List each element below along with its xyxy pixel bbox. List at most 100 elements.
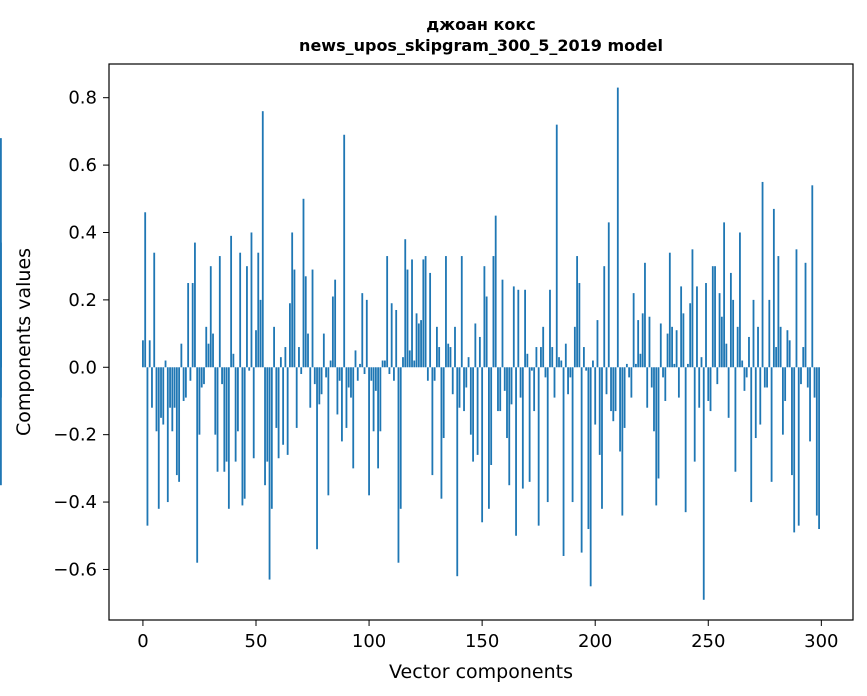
bar-146 <box>472 367 474 462</box>
bar-288 <box>793 367 796 533</box>
bar-193 <box>578 283 581 368</box>
x-axis-ticks: 0 50 100 150 200 250 300 <box>137 620 839 652</box>
bar-257 <box>723 222 726 368</box>
bar-39 <box>230 235 233 368</box>
bar-163 <box>510 367 513 405</box>
bar-237 <box>677 367 680 398</box>
bar-234 <box>671 326 673 368</box>
x-axis-label: Vector components <box>389 661 573 683</box>
bar-219 <box>637 320 640 368</box>
bar-225 <box>650 367 653 388</box>
bar-157 <box>497 367 499 412</box>
bar-41 <box>234 367 237 462</box>
bar-164 <box>512 286 515 368</box>
bar-183 <box>555 124 558 368</box>
bar-96 <box>359 363 361 368</box>
bar-222 <box>644 262 646 368</box>
bar-272 <box>757 326 759 368</box>
bar-5 <box>153 252 156 368</box>
bar-129 <box>433 367 436 381</box>
bar-49 <box>252 367 255 459</box>
bar-223 <box>646 367 649 408</box>
y-tick-label: −0.6 <box>53 559 97 580</box>
bar-113 <box>397 367 400 563</box>
bar-135 <box>447 343 450 368</box>
bar-50 <box>255 330 257 368</box>
y-tick-label: 0.0 <box>68 357 97 378</box>
bar-246 <box>698 367 701 408</box>
bar-285 <box>786 330 789 368</box>
bar-165 <box>515 367 517 536</box>
bar-24 <box>196 367 199 563</box>
bar-172 <box>530 367 533 371</box>
bar-89 <box>343 134 346 368</box>
bar-166 <box>517 289 520 368</box>
bar-203 <box>601 367 603 509</box>
bar-139 <box>456 367 459 577</box>
bar-128 <box>431 367 434 476</box>
bar-149 <box>478 336 481 368</box>
bar-202 <box>598 367 601 455</box>
bar-196 <box>585 367 588 371</box>
bar-52 <box>259 299 262 368</box>
bar-4 <box>151 367 153 408</box>
bar-125 <box>424 256 427 368</box>
bar-29 <box>207 343 210 368</box>
x-tick-label: 150 <box>465 631 499 652</box>
bar-253 <box>714 266 716 368</box>
bar-191 <box>573 326 576 368</box>
bar-102 <box>372 367 375 432</box>
bar-106 <box>381 360 384 368</box>
bar-37 <box>225 367 228 462</box>
bar-70 <box>300 367 303 375</box>
bar-6 <box>155 367 158 432</box>
bar-238 <box>680 286 683 368</box>
bar-34 <box>218 256 221 368</box>
bar-23 <box>194 242 196 368</box>
bar-195 <box>582 347 585 368</box>
y-tick-label: −0.4 <box>53 492 97 513</box>
bar-287 <box>791 367 793 476</box>
bar-211 <box>619 367 621 452</box>
bar-205 <box>605 367 608 395</box>
bar-286 <box>788 340 791 368</box>
y-tick-label: −0.2 <box>53 425 97 446</box>
bar-30 <box>209 266 212 368</box>
x-tick-label: 250 <box>691 631 725 652</box>
bar-9 <box>162 367 165 425</box>
bar-undefined <box>0 138 2 368</box>
bar-226 <box>653 367 655 432</box>
bar-118 <box>408 350 411 368</box>
bar-214 <box>625 363 628 368</box>
bar-8 <box>160 367 162 418</box>
bar-45 <box>243 367 246 499</box>
bar-160 <box>503 367 506 391</box>
bar-3 <box>148 340 151 368</box>
bar-229 <box>659 323 662 368</box>
bar-185 <box>560 360 563 368</box>
bar-104 <box>377 367 380 469</box>
bar-48 <box>250 232 253 368</box>
bar-208 <box>612 367 615 422</box>
bar-190 <box>571 367 574 503</box>
bar-7 <box>157 367 160 509</box>
bar-278 <box>770 367 773 482</box>
bar-293 <box>804 262 807 368</box>
bar-16 <box>178 367 181 482</box>
bar-110 <box>390 303 393 368</box>
bar-241 <box>687 363 689 368</box>
bar-83 <box>329 360 332 368</box>
bar-204 <box>603 266 606 368</box>
bar-44 <box>241 367 244 506</box>
bar-264 <box>739 232 741 368</box>
bar-171 <box>528 367 531 482</box>
bar-209 <box>614 367 617 412</box>
bar-284 <box>784 367 787 401</box>
bar-136 <box>449 347 452 368</box>
bar-130 <box>436 326 438 368</box>
bar-182 <box>553 367 556 398</box>
bar-255 <box>718 293 721 368</box>
chart-title-line1: джоан кокс <box>426 15 535 34</box>
bar-81 <box>325 367 327 378</box>
bar-82 <box>327 367 330 496</box>
